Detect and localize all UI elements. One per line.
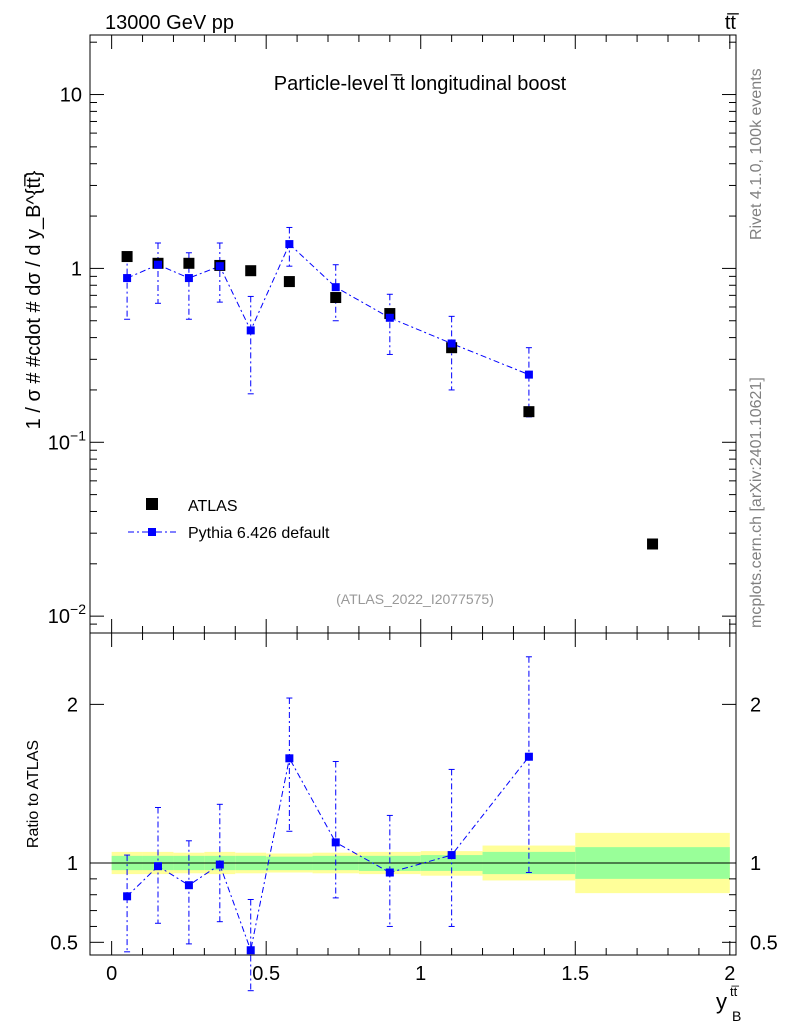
ratio-data-point xyxy=(123,892,132,901)
plot-title: Particle-level t̅t longitudinal boost xyxy=(274,73,567,95)
x-tick-label: 1.5 xyxy=(561,963,589,985)
ratio-data-point xyxy=(385,868,394,877)
ratio-y-axis-label: Ratio to ATLAS xyxy=(25,740,42,848)
pythia-line xyxy=(126,243,530,376)
ratio-data-point xyxy=(285,754,294,763)
pythia-data-point xyxy=(524,370,533,379)
x-tick-label: 2 xyxy=(724,963,735,985)
ratio-y-tick-label-right: 0.5 xyxy=(750,932,778,954)
ratio-data-points xyxy=(123,656,533,992)
ratio-data-point xyxy=(447,851,456,860)
atlas-data-point xyxy=(183,257,195,269)
x-tick-label: 0.5 xyxy=(252,963,280,985)
x-axis-label: y tt̅ B xyxy=(716,984,741,1024)
main-y-tick-label: 1 xyxy=(71,258,82,280)
atlas-data-point xyxy=(283,276,295,288)
ratio-y-tick-label-left: 0.5 xyxy=(50,932,78,954)
ratio-data-point xyxy=(215,860,224,869)
energy-label: 13000 GeV pp xyxy=(105,12,234,34)
x-axis-label-y: y xyxy=(716,989,727,1014)
atlas-data-point xyxy=(245,265,257,277)
main-data-points xyxy=(121,226,659,550)
legend-pythia-marker xyxy=(148,528,156,536)
pythia-data-point xyxy=(154,260,162,269)
ratio-data-point xyxy=(154,862,162,871)
rivet-version-label: Rivet 4.1.0, 100k events xyxy=(748,68,765,240)
ratio-frame xyxy=(89,632,737,956)
main-y-tick-label: 10−1 xyxy=(48,427,86,454)
x-tick-label: 0 xyxy=(106,963,117,985)
atlas-data-point xyxy=(330,292,342,304)
x-tick-label: 1 xyxy=(415,963,426,985)
ratio-data-point xyxy=(246,946,255,955)
ratio-ticks: 2 2 1 1 0.5 0.5 0 0.5 1 1.5 2 xyxy=(50,633,778,985)
main-y-axis-label: 1 / σ # #cdot # dσ / d y_B^{tt̅} xyxy=(23,170,45,429)
atlas-data-point xyxy=(523,406,535,418)
x-axis-label-superscript: tt̅ xyxy=(730,984,739,999)
main-ticks: 10 1 10−1 10−2 xyxy=(48,35,736,634)
atlas-data-point xyxy=(121,251,133,263)
ratio-y-tick-label-left: 2 xyxy=(67,694,78,716)
pythia-data-point xyxy=(246,326,255,335)
x-axis-label-subscript: B xyxy=(732,1008,741,1024)
legend-atlas-marker xyxy=(146,498,158,510)
atlas-data-point xyxy=(446,342,458,354)
pythia-data-point xyxy=(447,339,456,348)
pythia-data-point xyxy=(184,274,193,283)
pythia-data-point xyxy=(331,283,340,292)
process-label: tt̅ xyxy=(725,12,739,34)
analysis-tag: (ATLAS_2022_I2077575) xyxy=(336,591,494,607)
ratio-data-point xyxy=(331,838,340,847)
atlas-data-point xyxy=(384,308,396,320)
ratio-data-point xyxy=(184,881,193,890)
atlas-data-point xyxy=(647,538,659,550)
ratio-data-point xyxy=(524,752,533,761)
legend-pythia-label: Pythia 6.426 default xyxy=(188,525,330,542)
ratio-panel: 2 2 1 1 0.5 0.5 0 0.5 1 1.5 2 Ratio to ATLAS y tt̅… xyxy=(25,632,778,1024)
mcplots-label: mcplots.cern.ch [arXiv:2401.10621] xyxy=(748,377,765,628)
legend: ATLAS Pythia 6.426 default xyxy=(128,498,330,542)
main-y-tick-label: 10 xyxy=(60,85,82,107)
ratio-y-tick-label-right: 2 xyxy=(750,694,761,716)
ratio-y-tick-label-right: 1 xyxy=(750,853,761,875)
main-y-tick-label: 10−2 xyxy=(48,601,86,628)
main-panel: 10 1 10−1 10−2 Particle-level t̅t longitudi… xyxy=(23,34,737,634)
legend-atlas-label: ATLAS xyxy=(188,498,238,515)
pythia-data-point xyxy=(123,274,132,283)
pythia-data-point xyxy=(285,240,294,249)
main-frame xyxy=(89,34,737,634)
pythia-data-point xyxy=(385,313,394,322)
pythia-data-point xyxy=(215,262,224,271)
ratio-y-tick-label-left: 1 xyxy=(67,853,78,875)
ratio-line xyxy=(126,756,530,953)
